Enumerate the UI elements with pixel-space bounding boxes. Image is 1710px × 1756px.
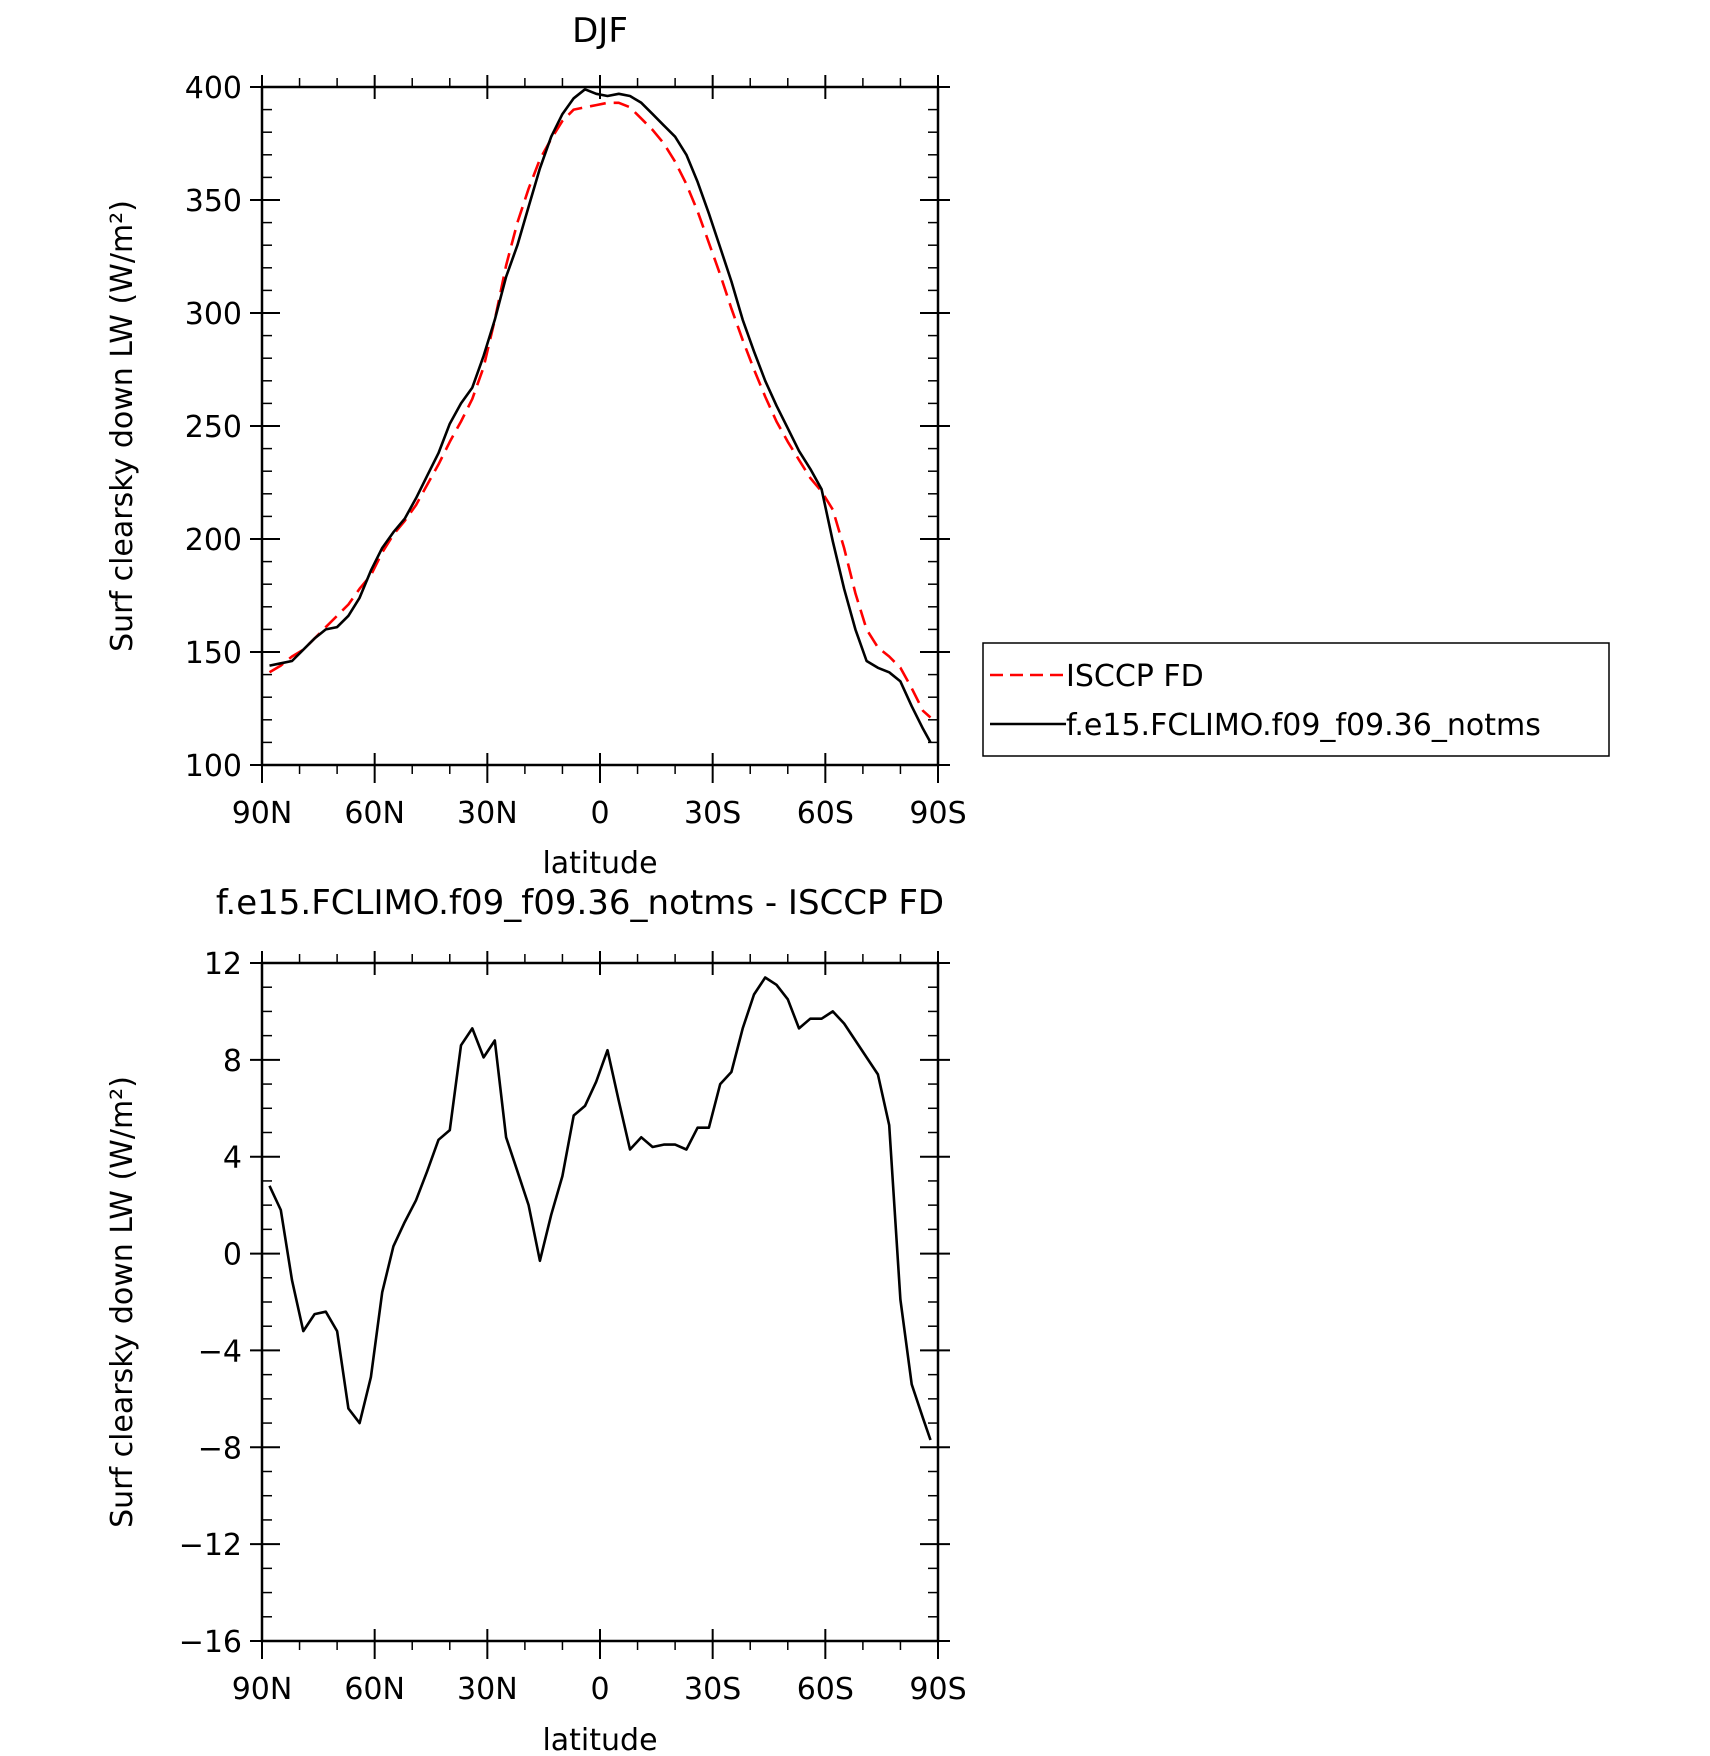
top-panel-y-axis-label: Surf clearsky down LW (W/m²) bbox=[105, 200, 140, 652]
top-panel-frame bbox=[260, 85, 940, 767]
top-panel-title: DJF bbox=[572, 11, 628, 51]
series-line-f-e15-fclimo-f09-f09-36-notms bbox=[269, 88, 932, 744]
y-tick-label: 250 bbox=[185, 410, 242, 445]
top-panel-y-tick-labels: 100 150 200 250 300 350 400 bbox=[185, 71, 242, 784]
legend-label-model: f.e15.FCLIMO.f09_f09.36_notms bbox=[1066, 708, 1541, 743]
x-tick-label: 60S bbox=[797, 1672, 854, 1707]
y-tick-label: 200 bbox=[185, 523, 242, 558]
y-tick-label: 150 bbox=[185, 636, 242, 671]
x-tick-label: 90S bbox=[909, 1672, 966, 1707]
x-tick-label: 60S bbox=[797, 796, 854, 831]
bottom-panel-x-tick-labels: 90N 60N 30N 0 30S 60S 90S bbox=[232, 1672, 967, 1707]
bottom-panel-x-axis-label: latitude bbox=[542, 1723, 657, 1756]
top-panel-x-axis-label: latitude bbox=[542, 846, 657, 881]
x-tick-label: 90N bbox=[232, 796, 293, 831]
x-tick-label: 60N bbox=[344, 1672, 405, 1707]
y-tick-label: −8 bbox=[198, 1431, 242, 1466]
y-tick-label: 400 bbox=[185, 71, 242, 106]
top-panel-ticks bbox=[250, 75, 950, 783]
y-tick-label: −4 bbox=[198, 1334, 242, 1369]
y-tick-label: 8 bbox=[223, 1044, 242, 1079]
x-tick-label: 90S bbox=[909, 796, 966, 831]
y-tick-label: 0 bbox=[223, 1238, 242, 1273]
x-tick-label: 30S bbox=[684, 796, 741, 831]
y-tick-label: 350 bbox=[185, 184, 242, 219]
top-panel-x-tick-labels: 90N 60N 30N 0 30S 60S 90S bbox=[232, 796, 967, 831]
series-line-isccp-fd bbox=[268, 101, 932, 719]
x-tick-label: 60N bbox=[344, 796, 405, 831]
x-tick-label: 30N bbox=[457, 1672, 518, 1707]
y-tick-label: −16 bbox=[179, 1625, 242, 1660]
bottom-panel-y-tick-labels: −16 −12 −8 −4 0 4 8 12 bbox=[179, 947, 242, 1660]
legend: ISCCP FD f.e15.FCLIMO.f09_f09.36_notms bbox=[982, 642, 1610, 757]
x-tick-label: 90N bbox=[232, 1672, 293, 1707]
bottom-panel: −16 −12 −8 −4 0 4 8 12 90N 60N 30N 0 30S 60S 90S f.e1… bbox=[105, 883, 967, 1756]
y-tick-label: 12 bbox=[204, 947, 242, 982]
x-tick-label: 0 bbox=[590, 796, 609, 831]
legend-box bbox=[982, 642, 1610, 757]
legend-label-isccp: ISCCP FD bbox=[1066, 659, 1204, 694]
bottom-panel-title: f.e15.FCLIMO.f09_f09.36_notms - ISCCP FD bbox=[216, 883, 944, 923]
top-panel-series bbox=[268, 88, 932, 744]
bottom-panel-ticks bbox=[250, 951, 950, 1659]
y-tick-label: −12 bbox=[179, 1528, 242, 1563]
series-line-difference bbox=[268, 976, 932, 1441]
x-tick-label: 30S bbox=[684, 1672, 741, 1707]
bottom-panel-y-axis-label: Surf clearsky down LW (W/m²) bbox=[105, 1076, 140, 1528]
x-tick-label: 0 bbox=[590, 1672, 609, 1707]
bottom-panel-series bbox=[268, 976, 932, 1441]
bottom-panel-frame bbox=[260, 961, 940, 1643]
x-tick-label: 30N bbox=[457, 796, 518, 831]
y-tick-label: 4 bbox=[223, 1141, 242, 1176]
y-tick-label: 100 bbox=[185, 749, 242, 784]
y-tick-label: 300 bbox=[185, 297, 242, 332]
